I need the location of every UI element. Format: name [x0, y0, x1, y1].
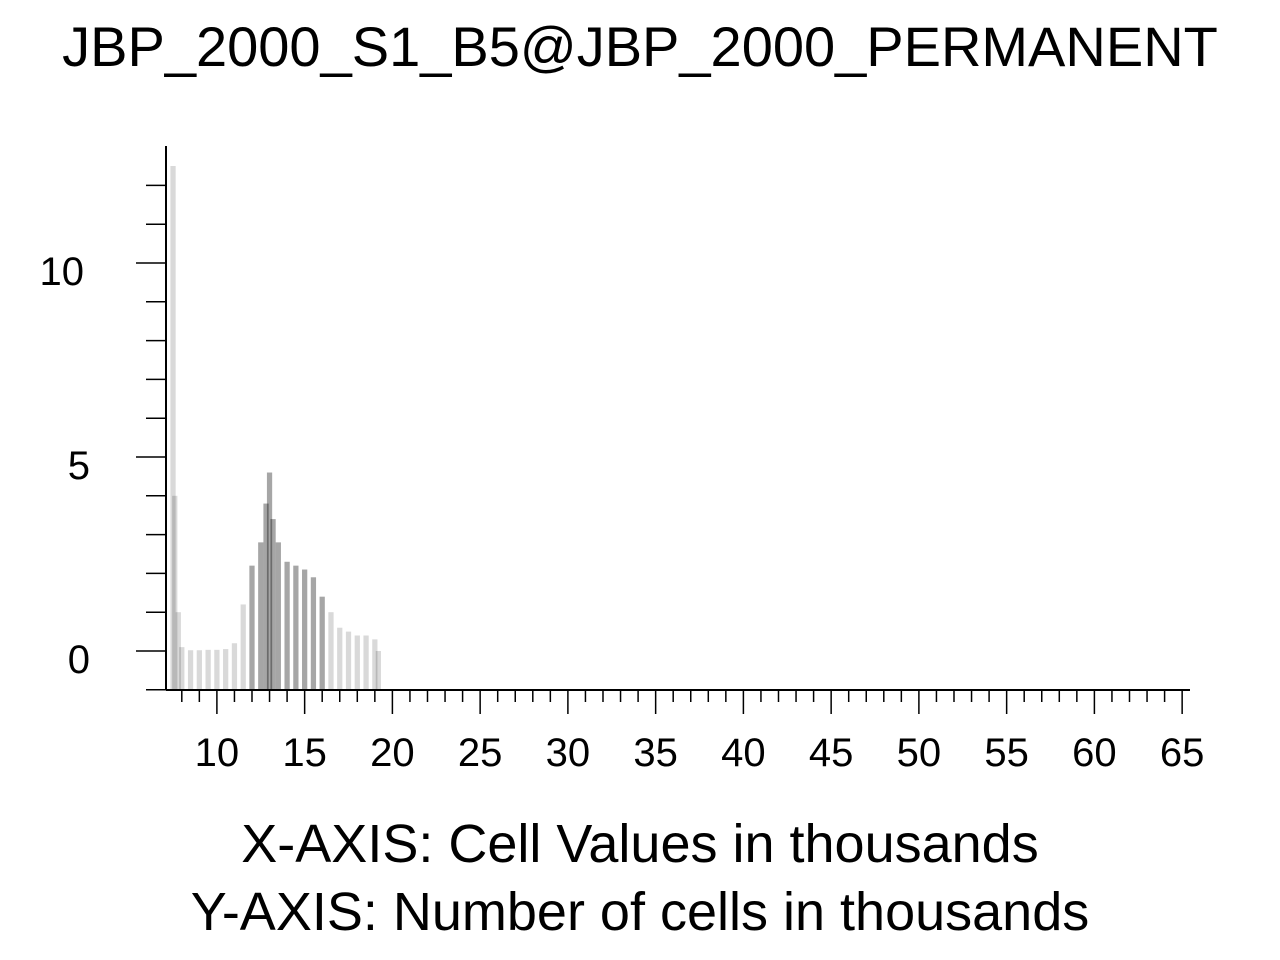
histogram-bar: [328, 612, 334, 690]
y-tick-label: 5: [68, 444, 90, 488]
x-tick-label: 65: [1160, 731, 1205, 775]
x-tick-label: 15: [282, 731, 327, 775]
x-tick-label: 25: [458, 731, 503, 775]
x-tick-label: 10: [195, 731, 240, 775]
histogram-bar: [266, 472, 273, 690]
histogram-bar: [196, 650, 202, 690]
histogram-bar: [223, 649, 229, 690]
histogram-bar: [354, 635, 360, 690]
histogram-bar: [205, 649, 211, 690]
x-tick-label: 55: [984, 731, 1029, 775]
histogram-bar: [372, 639, 378, 690]
y-axis-label: Y-AXIS: Number of cells in thousands: [191, 882, 1089, 942]
x-tick-label: 35: [633, 731, 678, 775]
histogram-bar: [337, 627, 343, 690]
histogram-bars: [170, 166, 381, 690]
histogram-bar: [263, 503, 269, 690]
histogram-bar: [284, 561, 290, 690]
y-axis-ticks: 0 5 10: [40, 184, 166, 691]
histogram-bar: [310, 577, 317, 690]
histogram-bar: [275, 542, 281, 690]
histogram-bar: [249, 565, 255, 690]
histogram-bar: [319, 596, 325, 690]
histogram-bar: [270, 519, 276, 690]
x-tick-label: 40: [721, 731, 766, 775]
x-tick-label: 20: [370, 731, 415, 775]
x-tick-label: 60: [1072, 731, 1117, 775]
y-tick-label: 0: [68, 638, 90, 682]
histogram-bar: [375, 651, 381, 690]
chart-title: JBP_2000_S1_B5@JBP_2000_PERMANENT: [62, 15, 1218, 78]
histogram-bar: [240, 604, 246, 690]
histogram-bar: [293, 565, 299, 690]
x-tick-label: 30: [546, 731, 591, 775]
x-axis-label: X-AXIS: Cell Values in thousands: [241, 814, 1038, 874]
x-tick-label: 50: [897, 731, 942, 775]
x-axis-ticks: 10 15 20 25 30 35 40 45 50 55 60 65: [181, 690, 1205, 775]
histogram-bar: [187, 650, 194, 690]
histogram-bar: [258, 542, 264, 690]
histogram-bar: [172, 495, 178, 690]
histogram-bar: [345, 631, 352, 690]
histogram-bar: [170, 166, 176, 690]
x-tick-label: 45: [809, 731, 854, 775]
histogram-bar: [214, 649, 220, 690]
histogram-bar: [179, 647, 185, 690]
histogram-bar: [363, 635, 369, 690]
histogram-bar: [231, 643, 238, 690]
y-tick-label: 10: [40, 250, 85, 294]
histogram-bar: [302, 569, 308, 690]
histogram-bar: [175, 612, 181, 690]
